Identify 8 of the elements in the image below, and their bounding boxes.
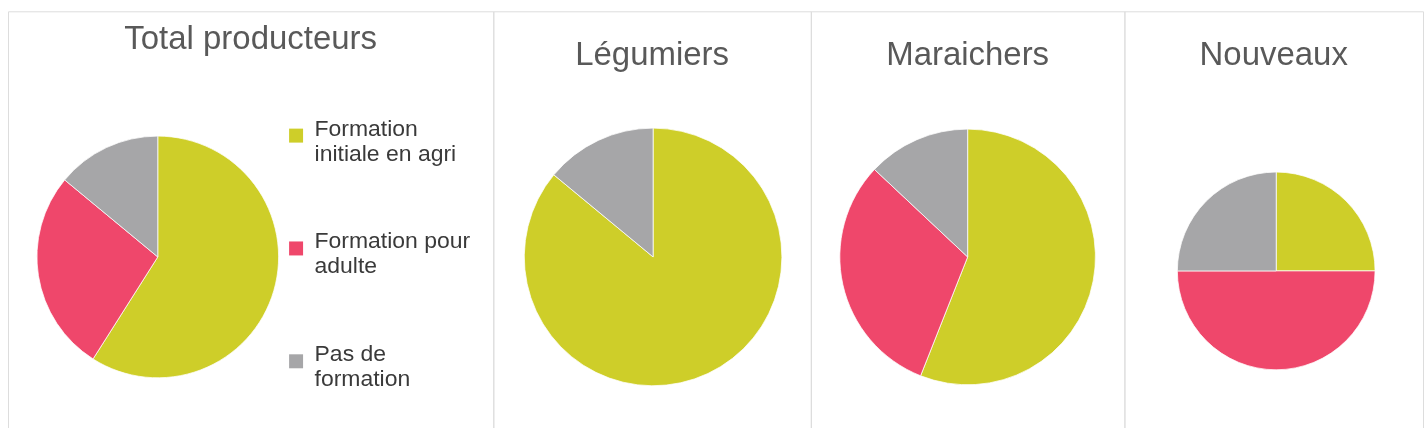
legend-label: Formation initiale en agri (314, 114, 457, 166)
chart-title: Légumiers (575, 35, 729, 73)
chart-title: Total producteurs (124, 19, 377, 57)
chart-title: Nouveaux (1199, 35, 1349, 73)
legend-label: Pas de formation (314, 340, 411, 392)
chart-title: Maraichers (886, 35, 1050, 73)
pie-slice (524, 127, 783, 386)
legend-label: Formation pour adulte (314, 227, 471, 279)
